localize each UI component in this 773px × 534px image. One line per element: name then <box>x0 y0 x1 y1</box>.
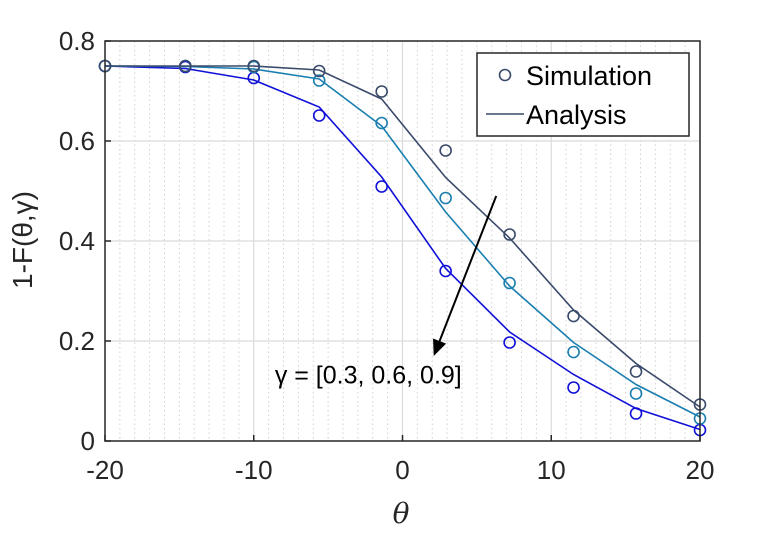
legend-label-analysis: Analysis <box>526 100 627 130</box>
x-tick-label: 10 <box>537 455 566 485</box>
simulation-point-series-1 <box>503 276 516 290</box>
analysis-line-series-0 <box>104 65 701 431</box>
simulation-point-series-1 <box>375 116 388 130</box>
simulation-point-series-2 <box>629 365 643 378</box>
simulation-point-series-2 <box>247 59 261 73</box>
annotation-text: γ = [0.3, 0.6, 0.9] <box>275 362 462 390</box>
simulation-point-series-2 <box>312 64 326 78</box>
x-tick-label: -10 <box>235 455 273 485</box>
simulation-point-series-2 <box>375 85 388 98</box>
simulation-point-series-1 <box>312 74 326 87</box>
legend-label-simulation: Simulation <box>526 61 652 91</box>
simulation-point-series-0 <box>439 264 452 278</box>
annotation-arrow <box>438 195 498 342</box>
y-tick-label: 0 <box>81 426 95 456</box>
simulation-point-series-0 <box>629 407 643 420</box>
simulation-point-series-0 <box>503 336 516 349</box>
y-axis-label: 1-F(θ,γ) <box>7 191 38 289</box>
simulation-point-series-0 <box>567 381 580 394</box>
tick-layer: -20 -10 0 10 20 0 0.2 0.4 0.6 0.8 <box>59 26 715 485</box>
y-tick-label: 0.8 <box>59 26 95 56</box>
y-tick-label: 0.6 <box>59 126 95 156</box>
simulation-point-series-1 <box>629 387 643 400</box>
annotation: γ = [0.3, 0.6, 0.9] <box>275 195 498 390</box>
legend-marker-simulation <box>498 68 512 82</box>
simulation-point-series-2 <box>503 228 516 241</box>
y-tick-label: 0.2 <box>59 326 95 356</box>
analysis-line-series-2 <box>105 65 701 408</box>
simulation-point-series-0 <box>312 109 326 122</box>
simulation-point-series-1 <box>439 191 452 205</box>
simulation-point-series-2 <box>439 144 452 157</box>
y-tick-label: 0.4 <box>59 226 95 256</box>
analysis-line-series-1 <box>104 65 701 418</box>
legend-box <box>476 52 690 137</box>
simulation-point-series-0 <box>375 180 388 193</box>
x-axis-label: θ <box>393 497 410 530</box>
annotation-arrow-head <box>433 338 447 356</box>
x-tick-label: -20 <box>86 455 124 485</box>
simulation-point-series-2 <box>179 59 192 73</box>
x-tick-label: 0 <box>395 455 409 485</box>
y-axis-label-text: 1-F(θ,γ) <box>7 191 38 289</box>
x-tick-label: 20 <box>686 455 715 485</box>
legend: Simulation Analysis <box>476 52 690 137</box>
simulation-point-series-2 <box>567 309 580 323</box>
simulation-point-series-1 <box>567 345 580 359</box>
